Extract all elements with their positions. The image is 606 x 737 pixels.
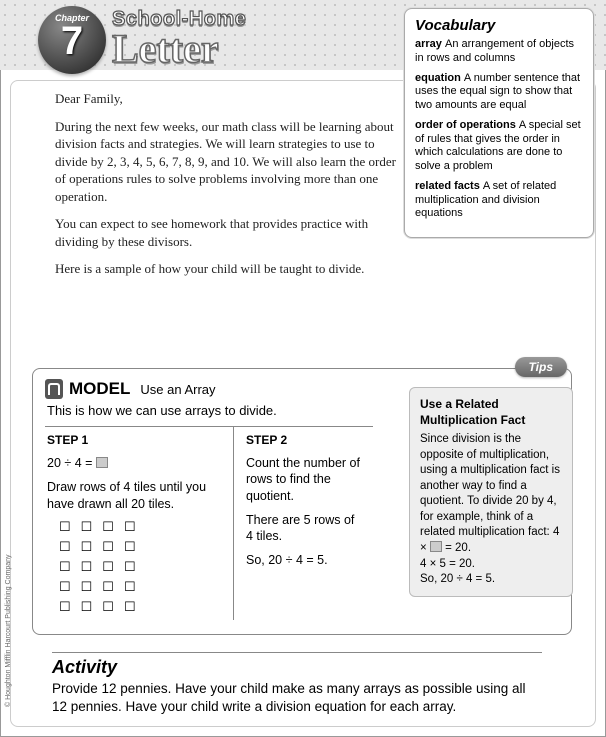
chapter-number: 7 [38, 23, 106, 59]
activity-section: Activity Provide 12 pennies. Have your c… [52, 652, 542, 716]
step2-label: STEP 2 [246, 433, 363, 447]
copyright: © Houghton Mifflin Harcourt Publishing C… [5, 555, 12, 708]
chapter-badge: Chapter 7 [38, 6, 106, 74]
tile-array: ☐☐☐☐ ☐☐☐☐ ☐☐☐☐ ☐☐☐☐ ☐☐☐☐ [59, 520, 223, 614]
step2-p3: So, 20 ÷ 4 = 5. [246, 552, 363, 568]
step-1: STEP 1 20 ÷ 4 = Draw rows of 4 tiles unt… [45, 426, 233, 620]
tips-title: Use a Related Multiplication Fact [420, 396, 562, 428]
step-2: STEP 2 Count the number of rows to find … [233, 426, 373, 620]
step1-text: Draw rows of 4 tiles until you have draw… [47, 479, 223, 512]
vocab-item: related facts A set of related multiplic… [415, 180, 583, 221]
letter-title: Letter [112, 31, 246, 67]
vocabulary-box: Vocabulary array An arrangement of objec… [404, 8, 594, 238]
step2-p1: Count the number of rows to find the quo… [246, 455, 363, 504]
tips-text2: = 20. [442, 542, 471, 554]
greeting: Dear Family, [55, 90, 396, 108]
tile-row: ☐☐☐☐ [59, 540, 223, 554]
vocab-heading: Vocabulary [415, 17, 583, 34]
tips-line3: So, 20 ÷ 4 = 5. [420, 572, 562, 588]
vocab-term: order of operations [415, 119, 516, 131]
vocab-term: equation [415, 72, 461, 84]
letter-p2: You can expect to see homework that prov… [55, 215, 396, 250]
model-subtitle: Use an Array [140, 382, 215, 397]
eq-text: 20 ÷ 4 = [47, 456, 96, 470]
letter-p1: During the next few weeks, our math clas… [55, 118, 396, 206]
vocab-item: array An arrangement of objects in rows … [415, 38, 583, 66]
letter-p3: Here is a sample of how your child will … [55, 260, 396, 278]
tile-row: ☐☐☐☐ [59, 600, 223, 614]
vocab-term: array [415, 38, 442, 50]
answer-box-icon [96, 457, 108, 468]
vocab-item: equation A number sentence that uses the… [415, 72, 583, 113]
tips-body: Since division is the opposite of multip… [420, 432, 562, 556]
tile-row: ☐☐☐☐ [59, 520, 223, 534]
activity-title: Activity [52, 652, 542, 678]
tile-row: ☐☐☐☐ [59, 560, 223, 574]
tips-badge: Tips [515, 357, 567, 377]
step1-equation: 20 ÷ 4 = [47, 455, 223, 471]
steps-row: STEP 1 20 ÷ 4 = Draw rows of 4 tiles unt… [45, 426, 559, 620]
vocab-term: related facts [415, 180, 480, 192]
tips-line2: 4 × 5 = 20. [420, 557, 562, 573]
activity-text: Provide 12 pennies. Have your child make… [52, 680, 542, 716]
tile-row: ☐☐☐☐ [59, 580, 223, 594]
key-icon [45, 379, 63, 399]
tips-box: Use a Related Multiplication Fact Since … [409, 387, 573, 597]
letter-body: Dear Family, During the next few weeks, … [55, 90, 396, 278]
answer-box-icon [430, 541, 442, 552]
title-block: School-Home Letter [112, 8, 246, 67]
step2-p2: There are 5 rows of 4 tiles. [246, 512, 363, 545]
model-title: MODEL [69, 379, 130, 399]
model-box: MODEL Use an Array This is how we can us… [32, 368, 572, 635]
tips-text: Since division is the opposite of multip… [420, 433, 560, 554]
step1-label: STEP 1 [47, 433, 223, 447]
vocab-item: order of operations A special set of rul… [415, 119, 583, 174]
